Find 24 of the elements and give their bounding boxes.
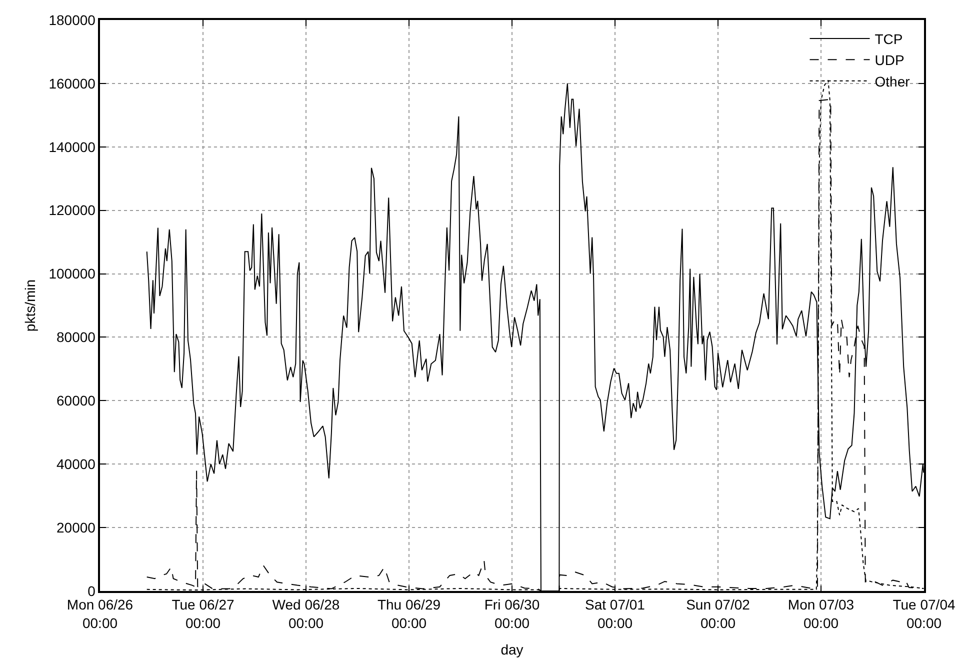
y-tick-label: 160000 xyxy=(48,75,96,92)
x-tick-label: Wed 06/28 00:00 xyxy=(272,596,340,631)
x-tick-label: Mon 07/03 00:00 xyxy=(788,596,854,631)
legend-label: UDP xyxy=(874,52,904,68)
y-tick-label: 60000 xyxy=(56,392,96,409)
y-tick-label: 180000 xyxy=(48,12,96,28)
x-tick-label: Tue 06/27 00:00 xyxy=(172,596,234,631)
y-tick-label: 100000 xyxy=(48,266,96,282)
x-tick-label: Tue 07/04 00:00 xyxy=(892,596,956,631)
y-tick-label: 80000 xyxy=(56,329,96,346)
x-axis-title: day xyxy=(500,642,524,658)
legend-label: Other xyxy=(874,73,910,90)
y-tick-label: 140000 xyxy=(48,138,96,155)
x-tick-label: Mon 06/26 00:00 xyxy=(66,596,134,631)
x-tick-label: Thu 06/29 00:00 xyxy=(377,596,441,631)
legend-label: TCP xyxy=(874,30,903,47)
x-tick-label: Sun 07/02 00:00 xyxy=(686,596,750,631)
x-tick-label: Fri 06/30 00:00 xyxy=(484,596,540,631)
y-tick-label: 20000 xyxy=(56,519,96,536)
y-axis-title: pkts/min xyxy=(22,279,38,332)
y-tick-label: 120000 xyxy=(48,202,96,218)
x-tick-label: Sat 07/01 00:00 xyxy=(585,596,646,631)
y-tick-label: 40000 xyxy=(56,456,96,472)
y-tick-label: 0 xyxy=(88,582,96,599)
